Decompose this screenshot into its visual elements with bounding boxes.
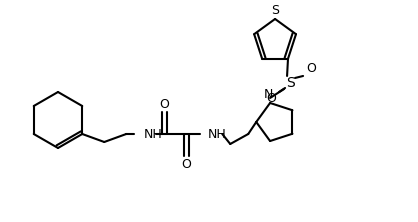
Text: O: O bbox=[266, 93, 276, 105]
Text: S: S bbox=[271, 4, 279, 18]
Text: O: O bbox=[306, 62, 316, 75]
Text: NH: NH bbox=[144, 127, 163, 141]
Text: N: N bbox=[263, 89, 273, 101]
Text: O: O bbox=[181, 157, 191, 170]
Text: S: S bbox=[285, 76, 294, 90]
Text: O: O bbox=[159, 97, 169, 111]
Text: NH: NH bbox=[208, 127, 227, 141]
